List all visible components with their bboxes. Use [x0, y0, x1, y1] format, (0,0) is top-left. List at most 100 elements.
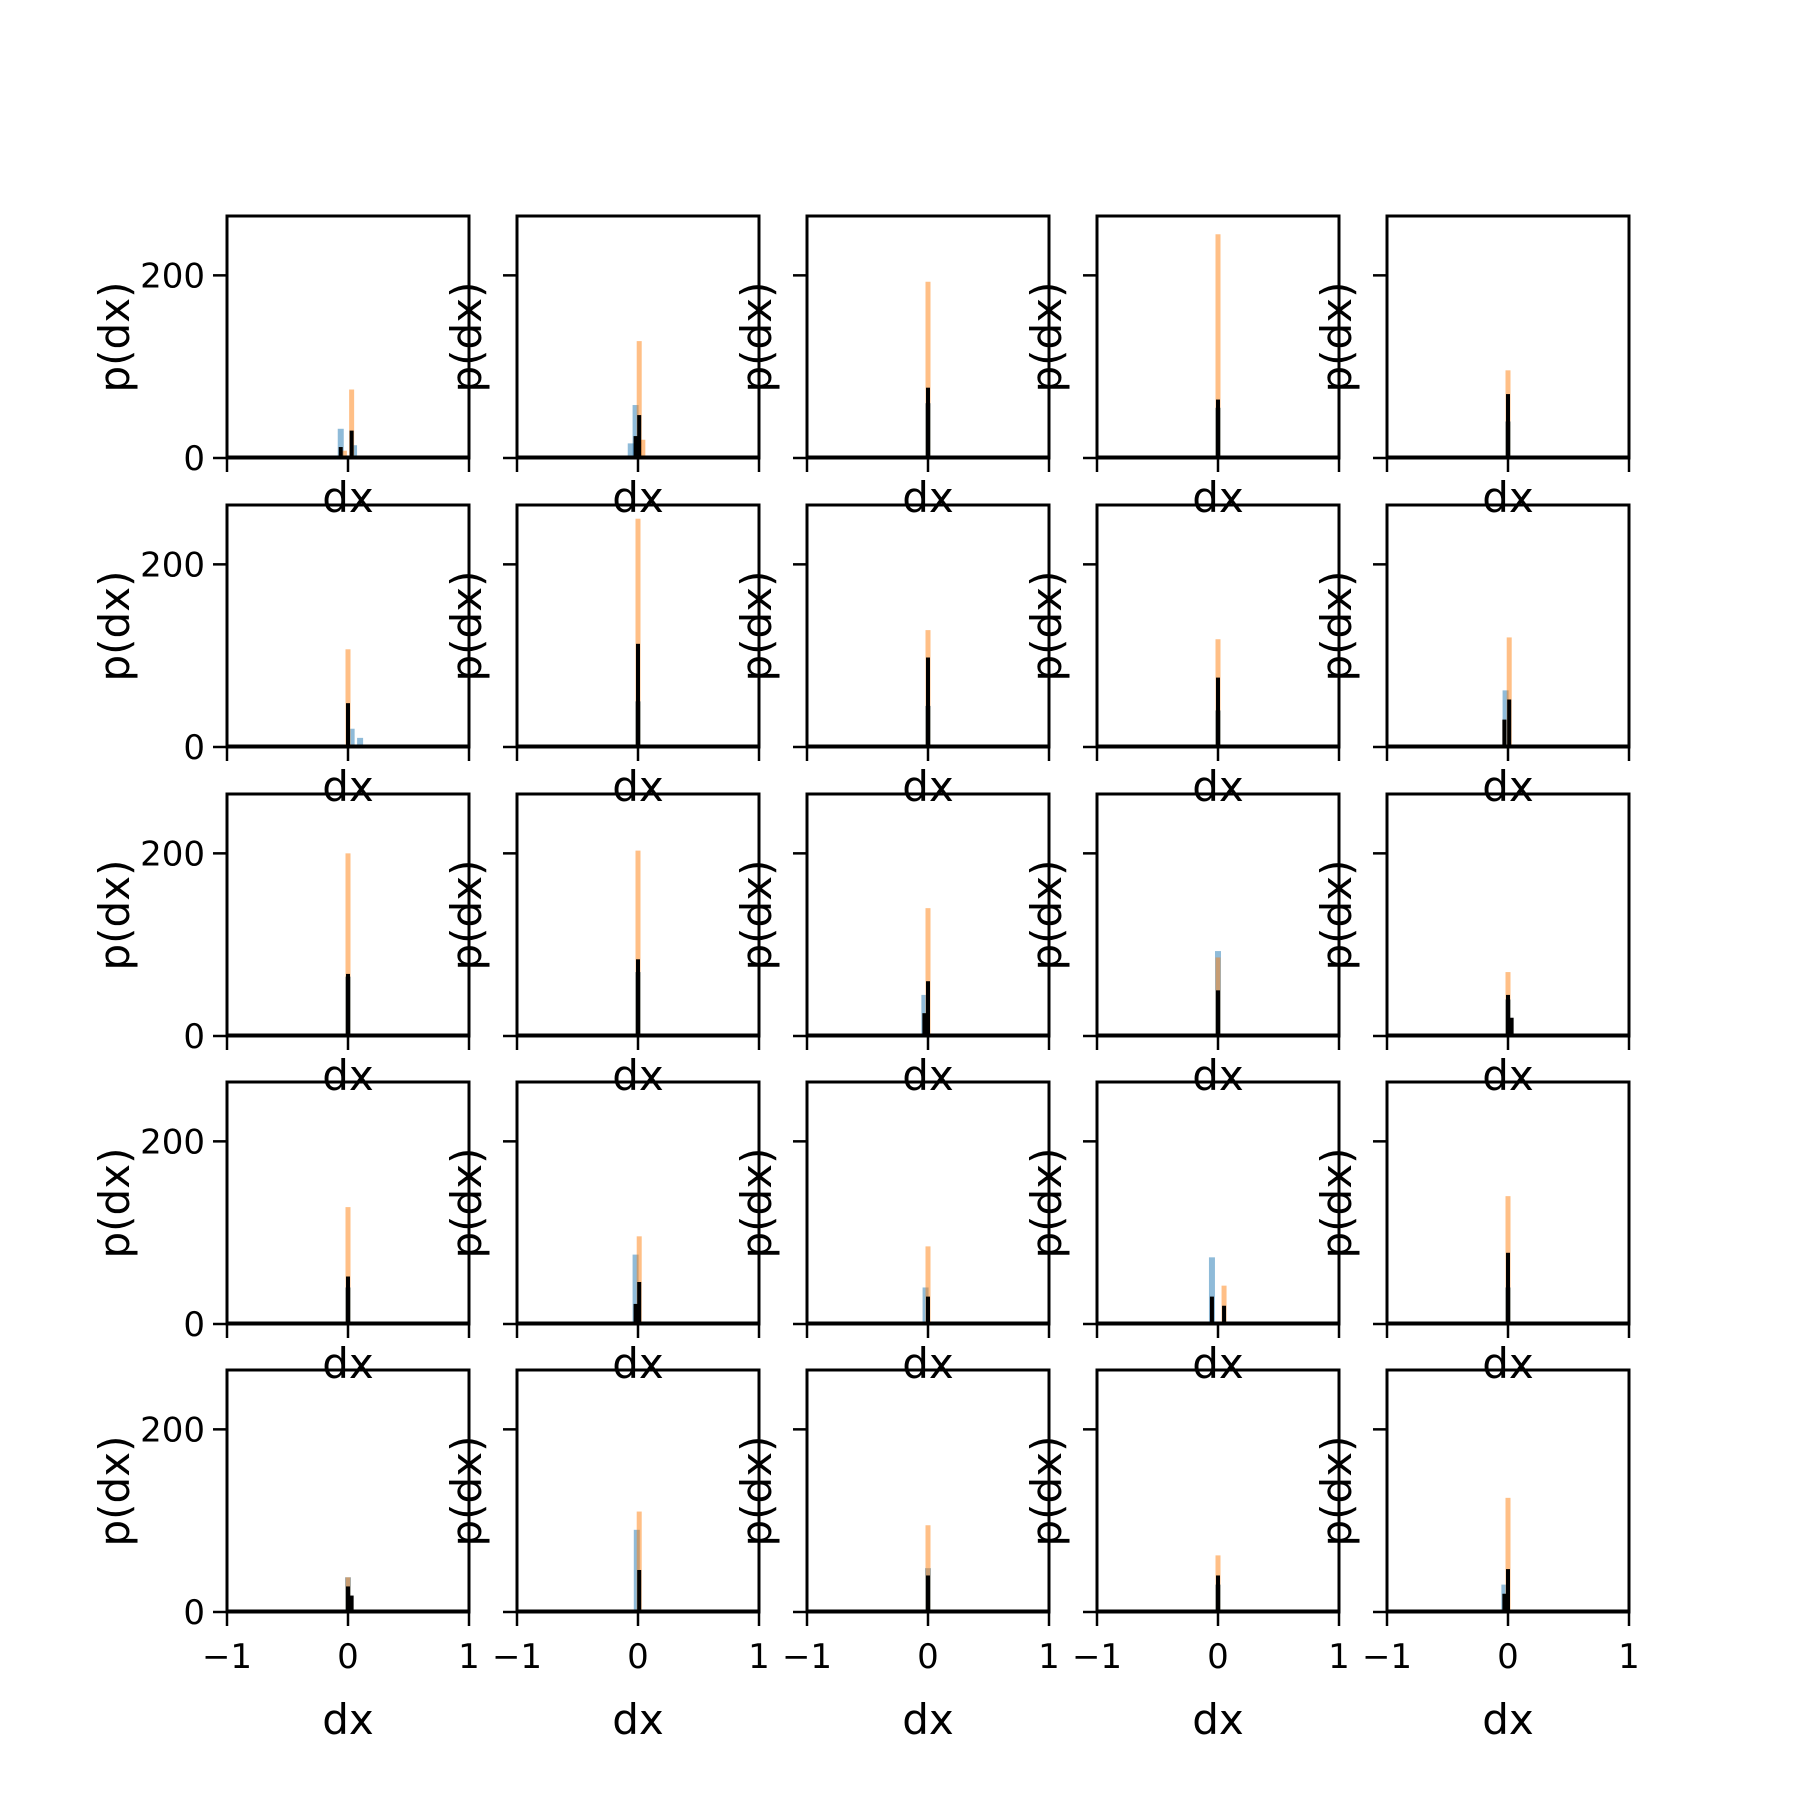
histogram-panel: dx p(dx) [442, 503, 761, 811]
histogram-panel: dx p(dx) [1312, 792, 1631, 1100]
histogram-bar-c [346, 1586, 350, 1612]
histogram-bar-b [925, 1525, 931, 1612]
x-tick-label: 0 [337, 1637, 359, 1677]
histogram-bar-c [633, 436, 638, 458]
histogram-bar-b [345, 853, 351, 1036]
histogram-panel: dx p(dx) [1312, 503, 1631, 811]
histogram-bar-b [1221, 1285, 1227, 1324]
x-axis-label: dx [322, 473, 374, 522]
histogram-bar-b [636, 341, 642, 458]
x-axis-label: dx [1192, 1339, 1244, 1388]
y-tick-label: 0 [183, 1017, 205, 1057]
axes-frame [1095, 1080, 1341, 1326]
histogram-panel: −1 0 1 dx p(dx) [1312, 1368, 1640, 1744]
histogram-bar-c [346, 703, 350, 747]
y-axis-label: p(dx) [442, 1148, 491, 1259]
axes-frame [225, 214, 471, 460]
histogram-bar-b [341, 450, 347, 458]
histogram-bar-c [1506, 994, 1510, 1036]
x-axis-label: dx [1482, 1695, 1534, 1744]
y-axis-label: p(dx) [1022, 571, 1071, 682]
y-tick-label: 0 [183, 1305, 205, 1345]
histogram-bar-a [357, 737, 364, 747]
histogram-bar-c [633, 1303, 638, 1324]
histogram-bar-b [636, 1236, 642, 1324]
histogram-panel: dx p(dx) [442, 214, 761, 522]
histogram-bar-c [636, 643, 640, 747]
histogram-bar-c [926, 1296, 930, 1324]
x-axis-label: dx [612, 473, 664, 522]
y-tick-label: 0 [183, 439, 205, 479]
histogram-bar-c [637, 415, 642, 458]
y-axis-label: p(dx) [1312, 860, 1361, 971]
histogram-bar-a [632, 405, 639, 458]
histogram-bar-b [1215, 234, 1221, 458]
histogram-bar-c [1506, 1252, 1510, 1324]
histogram-bar-c [926, 981, 930, 1036]
histogram-bar-c [349, 430, 354, 458]
x-axis-label: dx [1482, 1051, 1534, 1100]
x-tick-label: 0 [627, 1637, 649, 1677]
histogram-bar-c [346, 1276, 350, 1324]
y-axis-label: p(dx) [1312, 1436, 1361, 1547]
histogram-panel: dx p(dx) [732, 792, 1051, 1100]
x-axis-label: dx [322, 1051, 374, 1100]
histogram-bar-b [636, 1511, 642, 1612]
histogram-panel: dx p(dx) [732, 1080, 1051, 1388]
x-axis-label: dx [902, 1051, 954, 1100]
x-axis-label: dx [902, 1339, 954, 1388]
axes-frame [225, 1368, 471, 1614]
histogram-panel: 0 200 dx p(dx) [90, 214, 471, 522]
y-axis-label: p(dx) [90, 1148, 139, 1259]
x-tick-label: 1 [1328, 1637, 1350, 1677]
y-axis-label: p(dx) [732, 1436, 781, 1547]
histogram-panel: dx p(dx) [442, 1080, 761, 1388]
x-tick-label: 0 [1207, 1637, 1229, 1677]
y-axis-label: p(dx) [1022, 1148, 1071, 1259]
histogram-bar-a [348, 728, 355, 747]
histogram-bar-c [1216, 990, 1220, 1036]
histogram-panel: dx p(dx) [732, 503, 1051, 811]
y-tick-label: 200 [140, 1410, 205, 1450]
x-axis-label: dx [902, 473, 954, 522]
histogram-panel: 0 200 dx p(dx) [90, 1080, 471, 1388]
histogram-bar-b [925, 908, 931, 1036]
histogram-bar-c [1502, 1593, 1507, 1612]
histogram-panel: −1 0 1 dx p(dx) [1022, 1368, 1350, 1744]
x-axis-label: dx [612, 1051, 664, 1100]
histogram-bar-c [1507, 699, 1512, 747]
x-tick-label: −1 [782, 1637, 832, 1677]
x-axis-label: dx [322, 1695, 374, 1744]
y-axis-label: p(dx) [90, 282, 139, 393]
y-tick-label: 200 [140, 1122, 205, 1162]
histogram-panel: −1 0 1 dx p(dx) [442, 1368, 770, 1744]
histogram-bar-b [925, 281, 931, 458]
histogram-panel: 0 200 dx p(dx) [90, 503, 471, 811]
histogram-bar-c [922, 1013, 927, 1036]
x-axis-label: dx [322, 1339, 374, 1388]
histogram-bar-a [632, 1254, 639, 1324]
histogram-bar-a [337, 428, 344, 458]
histogram-panel: −1 0 1 dx p(dx) [732, 1368, 1060, 1744]
y-tick-label: 200 [140, 834, 205, 874]
x-axis-label: dx [1192, 473, 1244, 522]
y-axis-label: p(dx) [1022, 1436, 1071, 1547]
y-axis-label: p(dx) [732, 1148, 781, 1259]
y-axis-label: p(dx) [442, 282, 491, 393]
histogram-bar-c [926, 657, 930, 747]
y-tick-label: 0 [183, 728, 205, 768]
histogram-panel: dx p(dx) [442, 792, 761, 1100]
histogram-bar-c [1216, 1575, 1220, 1612]
histogram-bar-c [1209, 1296, 1214, 1324]
x-tick-label: −1 [492, 1637, 542, 1677]
y-axis-label: p(dx) [90, 1436, 139, 1547]
y-tick-label: 0 [183, 1593, 205, 1633]
y-axis-label: p(dx) [1022, 282, 1071, 393]
x-axis-label: dx [1482, 762, 1534, 811]
y-axis-label: p(dx) [442, 1436, 491, 1547]
x-tick-label: 0 [1497, 1637, 1519, 1677]
x-axis-label: dx [612, 1339, 664, 1388]
histogram-bar-c [1506, 1569, 1510, 1612]
histogram-bar-c [1216, 677, 1220, 747]
